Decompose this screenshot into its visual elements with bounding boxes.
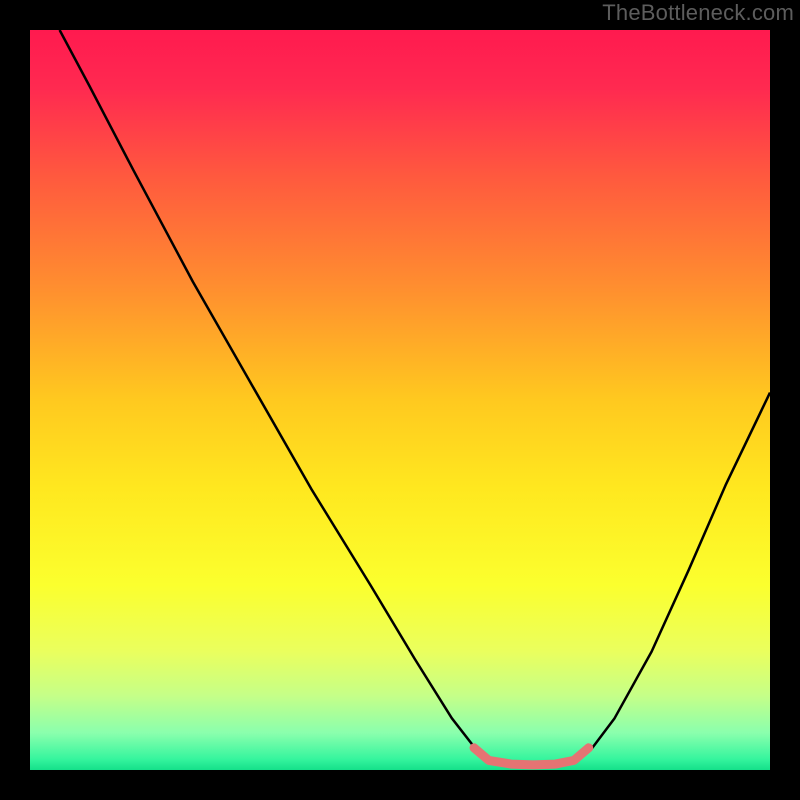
bottom-marker <box>474 748 589 765</box>
plot-area <box>30 30 770 770</box>
watermark-text: TheBottleneck.com <box>602 0 794 26</box>
curve-layer <box>30 30 770 770</box>
bottleneck-curve <box>60 30 770 766</box>
chart-frame: TheBottleneck.com <box>0 0 800 800</box>
